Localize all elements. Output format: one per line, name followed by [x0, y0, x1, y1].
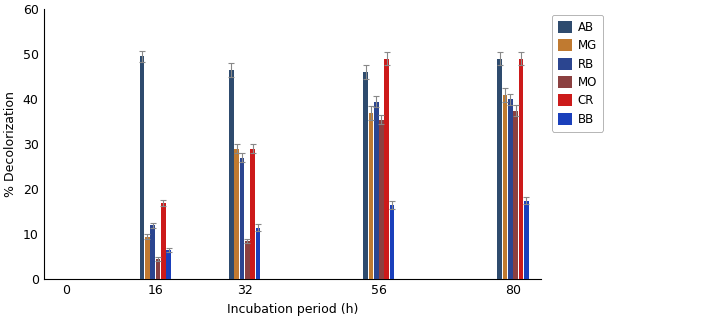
Bar: [524, 201, 528, 279]
Bar: [518, 59, 523, 279]
Bar: [161, 203, 166, 279]
Bar: [513, 110, 518, 279]
Bar: [508, 99, 513, 279]
Bar: [156, 259, 160, 279]
Bar: [167, 250, 171, 279]
Bar: [379, 119, 384, 279]
Bar: [245, 241, 250, 279]
Bar: [250, 149, 255, 279]
Bar: [368, 113, 373, 279]
Bar: [256, 228, 260, 279]
Bar: [498, 59, 502, 279]
Bar: [240, 158, 245, 279]
Legend: AB, MG, RB, MO, CR, BB: AB, MG, RB, MO, CR, BB: [552, 15, 603, 132]
Bar: [145, 236, 149, 279]
Y-axis label: % Decolorization: % Decolorization: [4, 91, 17, 197]
Bar: [235, 149, 239, 279]
Bar: [374, 101, 378, 279]
Bar: [503, 95, 508, 279]
Bar: [390, 205, 395, 279]
Bar: [385, 59, 389, 279]
Bar: [363, 72, 368, 279]
Bar: [139, 56, 144, 279]
Bar: [150, 225, 155, 279]
X-axis label: Incubation period (h): Incubation period (h): [227, 303, 358, 316]
Bar: [229, 70, 234, 279]
